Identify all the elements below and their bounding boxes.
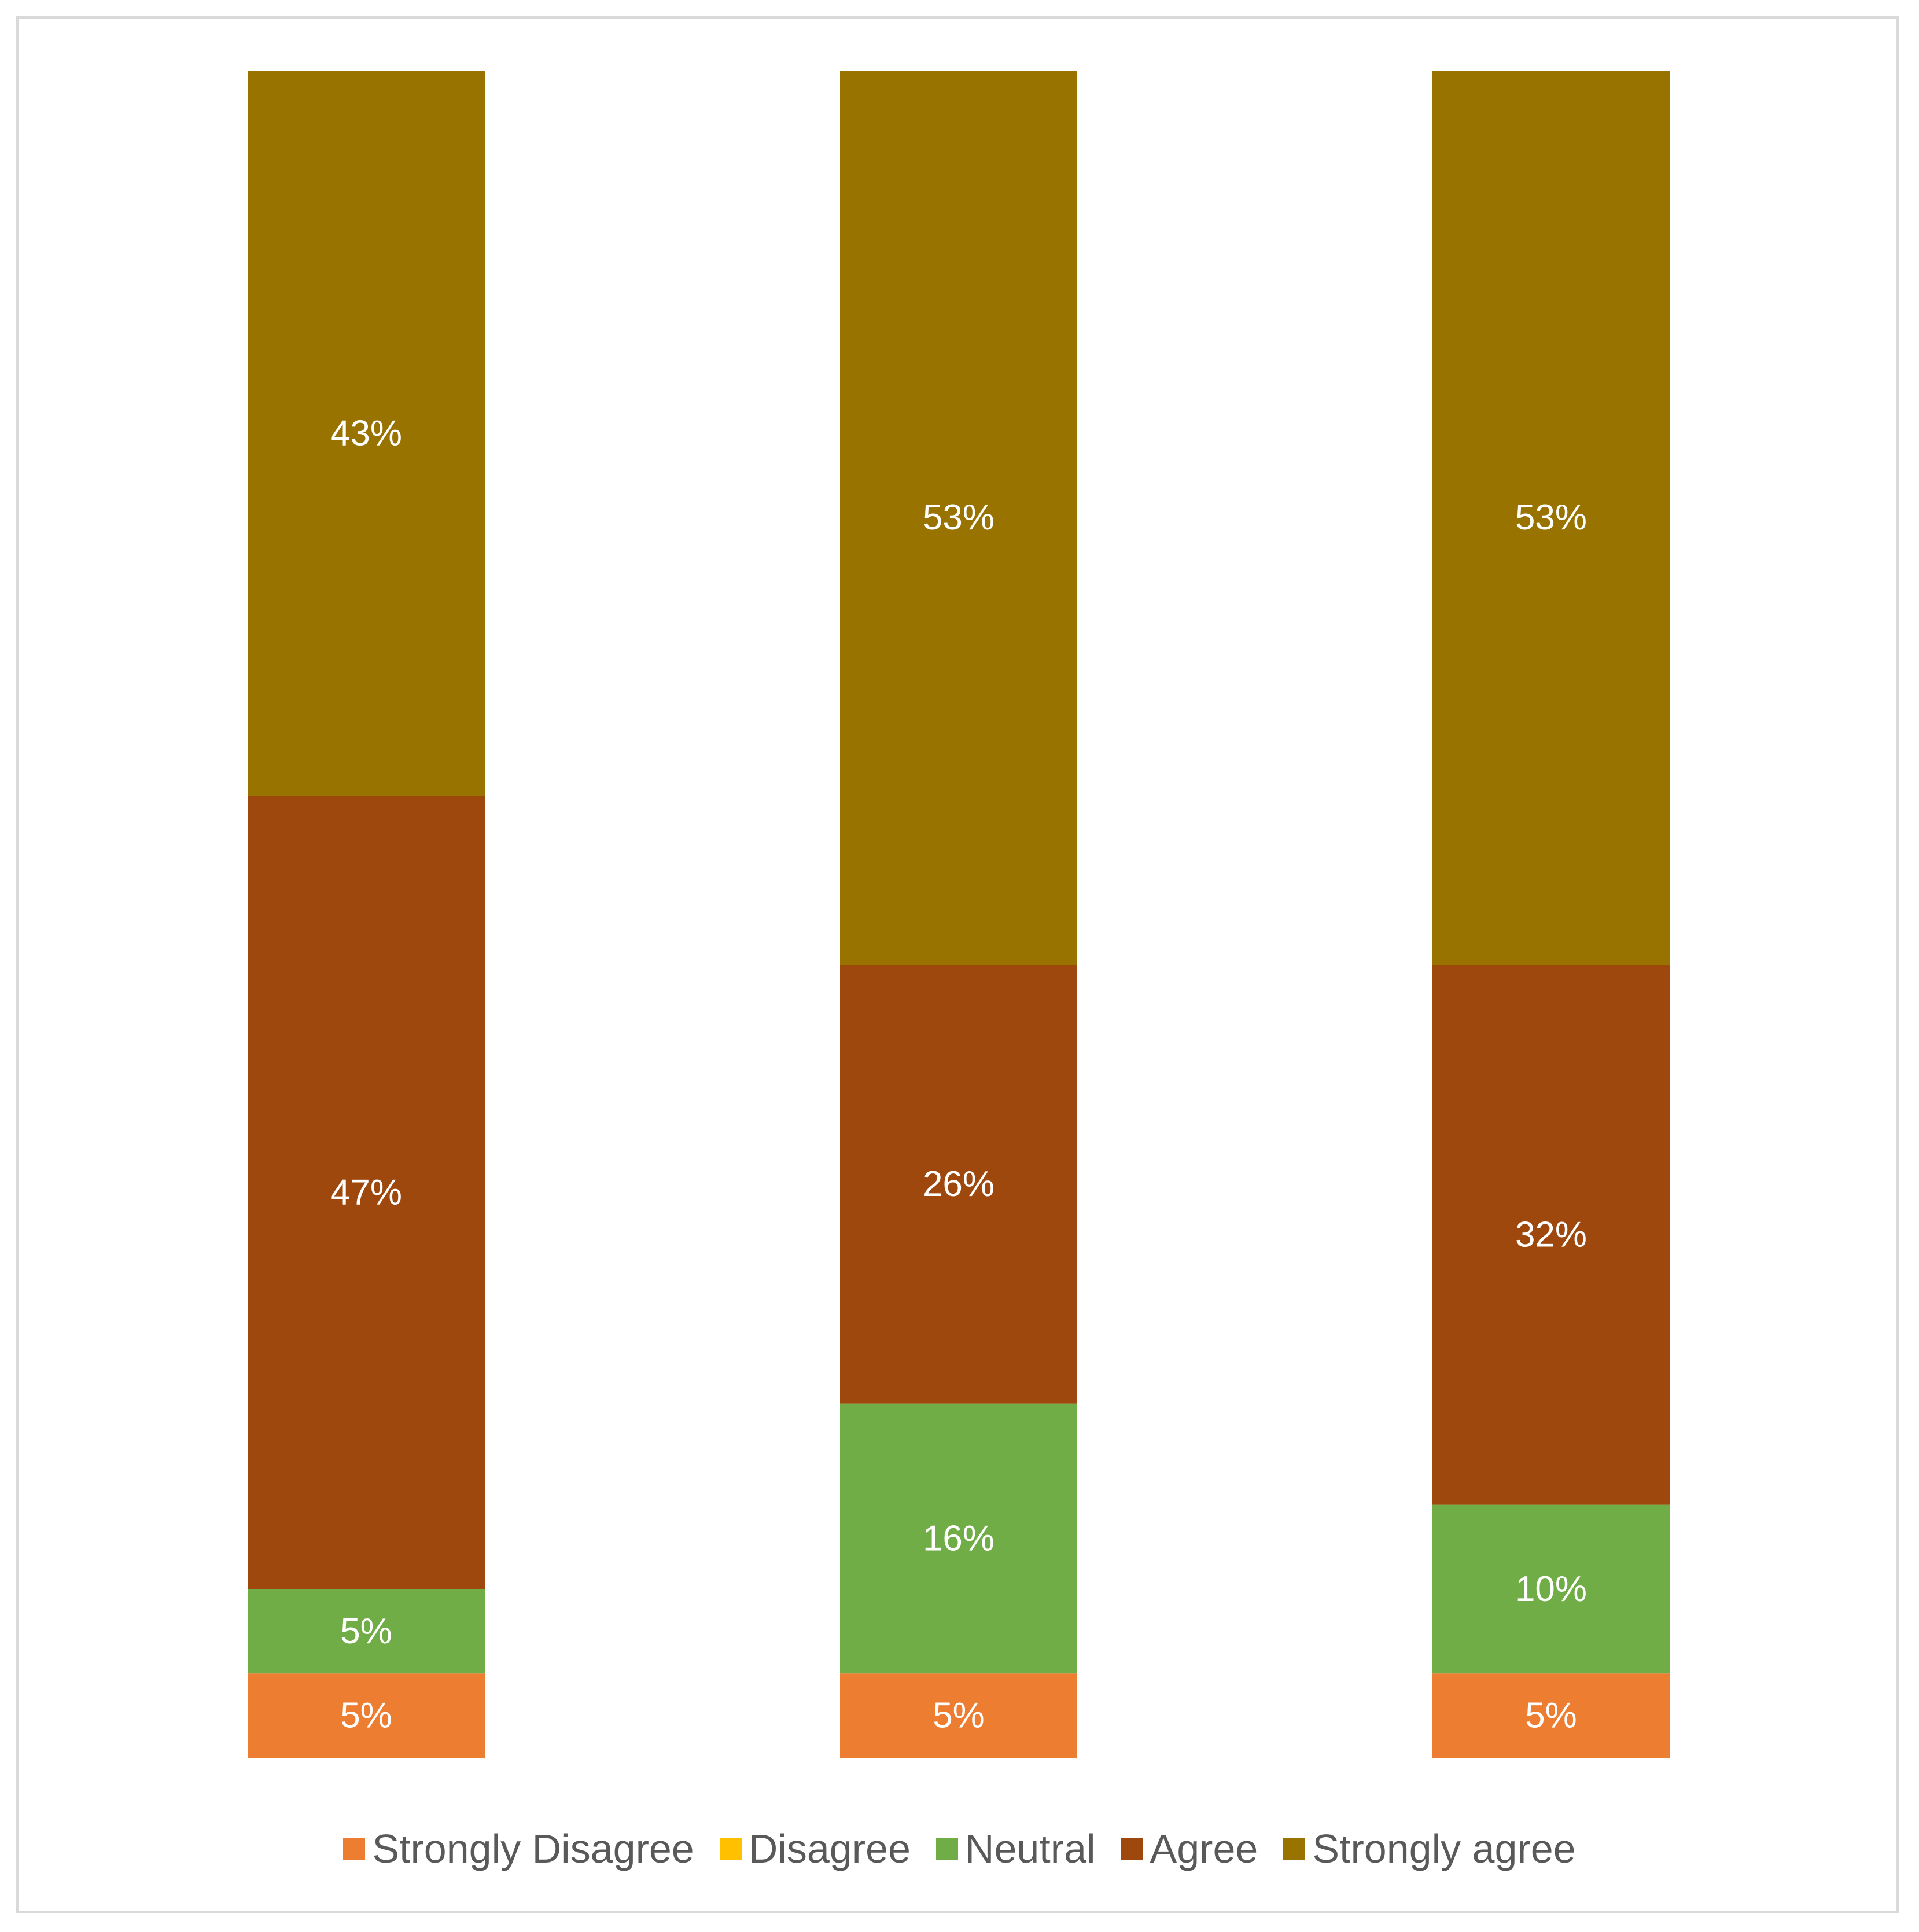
data-label: 53% — [923, 498, 995, 538]
legend-item-neutral: Neutral — [935, 1826, 1096, 1872]
legend-label: Strongly Disagree — [372, 1826, 694, 1871]
legend-item-strongly-agree: Strongly agree — [1283, 1826, 1576, 1872]
data-label: 5% — [1525, 1696, 1577, 1736]
legend-label: Strongly agree — [1312, 1826, 1576, 1871]
legend-label: Agree — [1150, 1826, 1258, 1871]
bar-segment-agree-2 — [840, 965, 1077, 1404]
bar-segment-strongly-disagree-1 — [248, 1673, 485, 1758]
data-label: 26% — [923, 1164, 995, 1204]
bar-segment-agree-1 — [248, 796, 485, 1589]
bar-segment-neutral-3 — [1432, 1504, 1670, 1674]
bar-segment-strongly-agree-2 — [840, 71, 1077, 965]
legend-swatch — [1121, 1838, 1143, 1860]
legend-swatch — [343, 1838, 366, 1860]
data-label: 47% — [330, 1173, 402, 1213]
legend-label: Disagree — [748, 1826, 911, 1871]
legend-swatch — [935, 1838, 958, 1860]
bar-segment-neutral-2 — [840, 1403, 1077, 1674]
data-label: 32% — [1515, 1215, 1587, 1255]
legend-item-disagree: Disagree — [719, 1826, 911, 1872]
bar-segment-strongly-agree-1 — [248, 71, 485, 796]
legend-item-agree: Agree — [1121, 1826, 1258, 1872]
data-label: 53% — [1515, 498, 1587, 538]
legend-swatch — [1283, 1838, 1306, 1860]
data-label: 43% — [330, 413, 402, 453]
legend-label: Neutral — [964, 1826, 1096, 1871]
bar-segment-strongly-disagree-2 — [840, 1673, 1077, 1758]
data-label: 5% — [340, 1611, 392, 1651]
data-label: 5% — [933, 1696, 985, 1736]
bar-segment-strongly-agree-3 — [1432, 71, 1670, 965]
data-label: 16% — [923, 1518, 995, 1558]
bar-segment-agree-3 — [1432, 965, 1670, 1505]
data-label: 5% — [340, 1696, 392, 1736]
bar-segment-neutral-1 — [248, 1589, 485, 1674]
legend-swatch — [719, 1838, 742, 1860]
legend-item-strongly-disagree: Strongly Disagree — [343, 1826, 694, 1872]
data-label: 10% — [1515, 1569, 1587, 1609]
chart-legend: Strongly Disagree Disagree Neutral Agree Str… — [0, 1823, 1919, 1875]
bar-segment-strongly-disagree-3 — [1432, 1673, 1670, 1758]
